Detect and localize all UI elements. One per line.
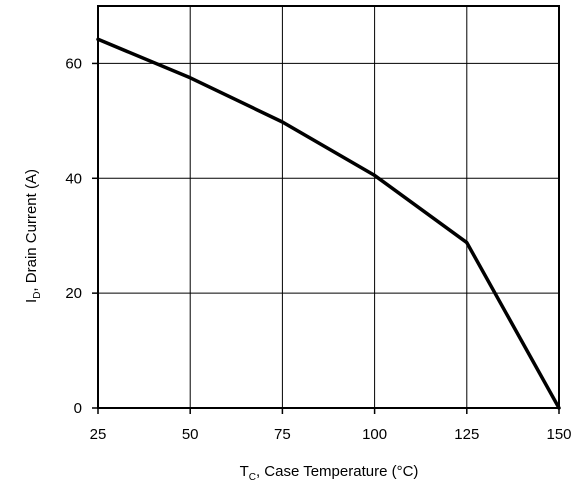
y-axis-label: ID, Drain Current (A) — [23, 169, 43, 303]
series-layer — [96, 37, 561, 410]
y-tick-label: 20 — [65, 285, 82, 302]
x-tick-label: 25 — [90, 426, 107, 443]
y-tick-label: 60 — [65, 55, 82, 72]
tick-layer: 25 50 75 100 125 150 0 20 40 60 — [65, 55, 571, 443]
y-axis-label-main: I — [23, 299, 40, 303]
x-axis-label: TC, Case Temperature (°C) — [240, 463, 419, 483]
y-axis-label-rest: , Drain Current (A) — [23, 169, 40, 292]
x-tick-label: 75 — [274, 426, 291, 443]
x-tick-label: 50 — [182, 426, 199, 443]
x-tick-label: 100 — [362, 426, 387, 443]
x-axis-label-rest: , Case Temperature (°C) — [256, 463, 418, 480]
y-axis-label-subscript: D — [32, 292, 43, 299]
series-line — [96, 37, 561, 410]
y-tick-label: 40 — [65, 170, 82, 187]
y-tick-label: 0 — [74, 400, 82, 417]
x-tick-label: 150 — [546, 426, 571, 443]
x-tick-label: 125 — [454, 426, 479, 443]
x-axis-label-main: T — [240, 463, 249, 480]
x-axis-label-subscript: C — [249, 472, 256, 483]
plot-frame — [97, 5, 560, 409]
